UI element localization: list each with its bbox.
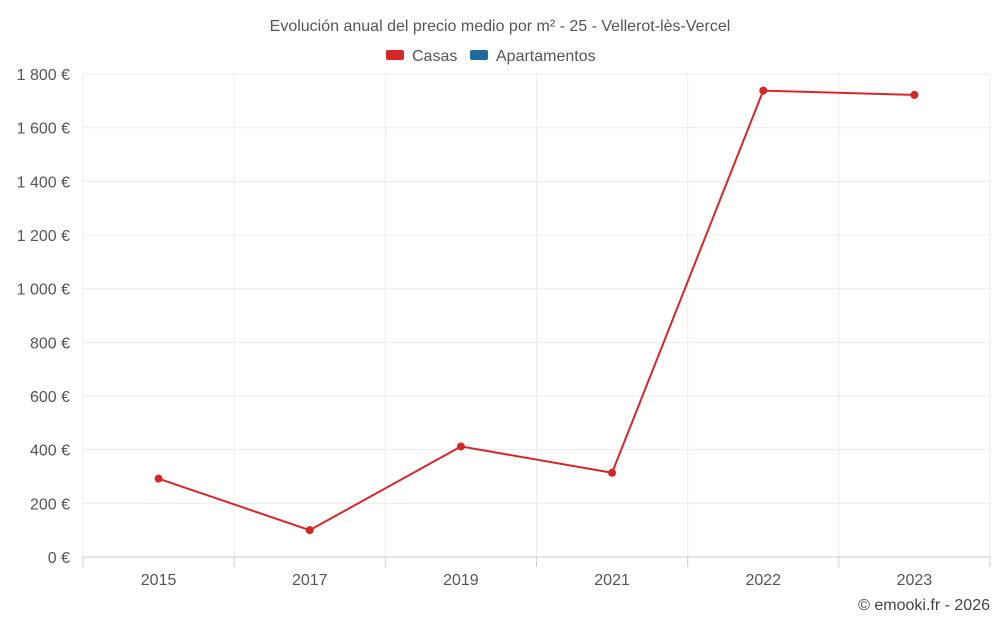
y-tick-label: 400 € xyxy=(30,443,70,460)
x-tick-label: 2019 xyxy=(443,572,479,589)
x-tick-label: 2021 xyxy=(594,572,630,589)
x-tick-label: 2023 xyxy=(897,572,933,589)
y-tick-label: 0 € xyxy=(48,550,70,567)
x-tick-label: 2015 xyxy=(141,572,177,589)
data-point-casas-2021[interactable] xyxy=(608,468,617,477)
data-point-casas-2022[interactable] xyxy=(759,86,768,95)
x-tick-label: 2022 xyxy=(745,572,781,589)
x-tick-label: 2017 xyxy=(292,572,328,589)
chart-title: Evolución anual del precio medio por m² … xyxy=(270,18,731,35)
y-tick-label: 1 800 € xyxy=(17,67,70,84)
y-tick-label: 1 400 € xyxy=(17,174,70,191)
legend-swatch-apartamentos xyxy=(470,50,488,60)
y-tick-label: 800 € xyxy=(30,335,70,352)
grid xyxy=(82,73,991,557)
legend-label-casas[interactable]: Casas xyxy=(412,48,457,65)
y-tick-label: 1 200 € xyxy=(17,228,70,245)
y-tick-label: 1 000 € xyxy=(17,282,70,299)
x-axis: 2015 2017 2019 2021 2022 2023 xyxy=(82,556,991,589)
legend-swatch-casas xyxy=(386,50,404,60)
data-point-casas-2015[interactable] xyxy=(154,474,163,483)
credit-text: © emooki.fr - 2026 xyxy=(858,597,990,614)
legend: Casas Apartamentos xyxy=(386,48,596,65)
y-axis: 0 € 200 € 400 € 600 € 800 € 1 000 € 1 200 € 1 4… xyxy=(17,67,70,567)
data-point-casas-2023[interactable] xyxy=(910,90,919,99)
series-casas xyxy=(154,86,919,535)
data-point-casas-2017[interactable] xyxy=(305,526,314,535)
y-tick-label: 600 € xyxy=(30,389,70,406)
y-tick-label: 1 600 € xyxy=(17,121,70,138)
legend-label-apartamentos[interactable]: Apartamentos xyxy=(496,48,596,65)
series-line-casas xyxy=(158,89,915,532)
data-point-casas-2019[interactable] xyxy=(456,442,465,451)
y-tick-label: 200 € xyxy=(30,496,70,513)
